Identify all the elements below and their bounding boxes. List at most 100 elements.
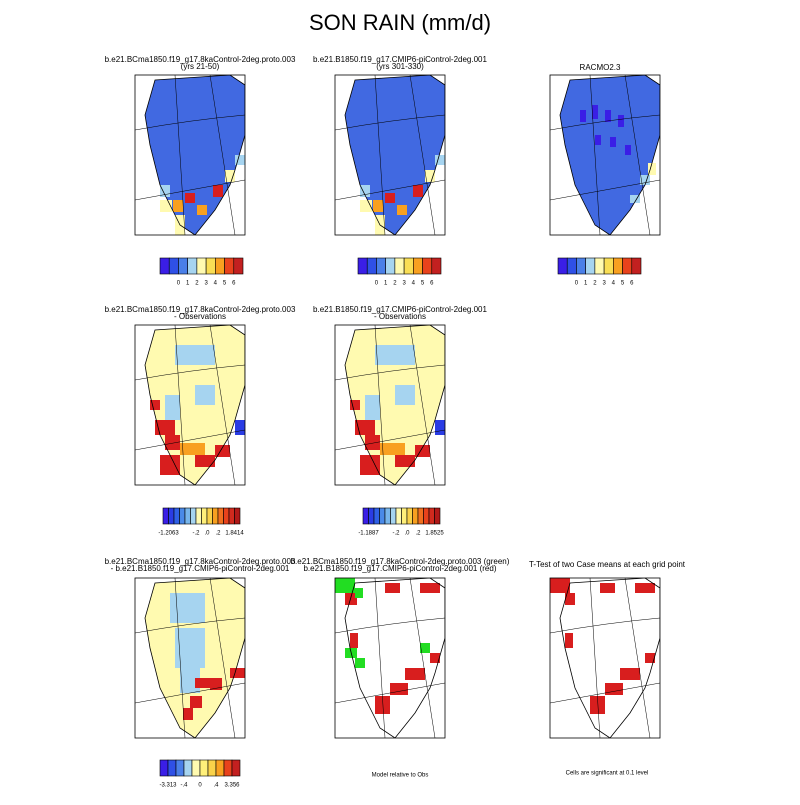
graticule (174, 578, 186, 738)
graticule (174, 75, 186, 235)
grid-cell (225, 170, 235, 182)
colorbar-box (195, 507, 202, 525)
colorbar-box (585, 257, 596, 275)
colorbar-label: 3.356 (224, 783, 240, 789)
grid-cell (235, 155, 245, 165)
graticule (135, 179, 245, 201)
graticule (335, 179, 445, 201)
map (135, 325, 245, 485)
colorbar-box (413, 257, 423, 275)
colorbar-box (191, 759, 201, 777)
coastline (344, 75, 445, 235)
colorbar-label: 0 (177, 281, 181, 287)
grid-cell (605, 110, 611, 122)
colorbar-label: -1.2063 (158, 531, 179, 537)
grid-cell (640, 175, 650, 185)
grid-cell (365, 395, 380, 420)
map-frame (134, 577, 246, 739)
grid-cell (380, 443, 405, 455)
grid-cell (565, 593, 575, 605)
grid-cell (385, 583, 400, 593)
grid-cell (390, 683, 408, 695)
colorbar-box (187, 257, 198, 275)
grid-cell (605, 683, 623, 695)
grid-cell (420, 583, 440, 593)
colorbar-box (190, 507, 197, 525)
colorbar-box (357, 257, 368, 275)
grid-cell (180, 443, 205, 455)
map (135, 578, 245, 738)
colorbar-label: 6 (430, 281, 434, 287)
colorbar-box (231, 759, 241, 777)
colorbar-box (199, 759, 209, 777)
figure-title: SON RAIN (mm/d) (309, 10, 491, 35)
graticule (209, 325, 236, 485)
map-frame (549, 74, 661, 236)
colorbar-label: 0 (198, 783, 202, 789)
grid-cell (630, 195, 640, 203)
colorbar-label: 0 (375, 281, 379, 287)
map-frame (134, 74, 246, 236)
coastline (144, 75, 245, 235)
map (335, 325, 445, 485)
colorbar-label: 0 (575, 281, 579, 287)
grid-cell (618, 115, 624, 127)
graticule (135, 617, 245, 634)
colorbar-label: -3.313 (159, 783, 177, 789)
colorbar-label: 4 (214, 281, 218, 287)
graticule (135, 682, 245, 704)
colorbar-box (423, 507, 430, 525)
map-frame (334, 74, 446, 236)
colorbar-box (224, 257, 235, 275)
map (550, 578, 660, 738)
grid-cell (385, 193, 395, 203)
colorbar-box (422, 257, 433, 275)
panel-title: - Observations (174, 312, 226, 321)
coastline (559, 578, 660, 738)
colorbar-box (406, 507, 413, 525)
colorbar-box (228, 507, 235, 525)
colorbar-label: 5 (421, 281, 425, 287)
colorbar-box (362, 507, 369, 525)
colorbar-box (376, 257, 386, 275)
panel-title: b.e21.BCma1850.f19_g17.8kaControl-2deg.p… (105, 305, 296, 314)
grid-cell (397, 205, 407, 215)
grid-cell (350, 400, 360, 410)
colorbar-box (175, 759, 185, 777)
map (550, 75, 660, 235)
colorbar-label: 6 (232, 281, 236, 287)
graticule (135, 364, 245, 381)
colorbar-box (566, 257, 577, 275)
colorbar-box (394, 257, 405, 275)
grid-cell (610, 137, 616, 147)
panel-title: b.e21.BCma1850.f19_g17.8kaControl-2deg.p… (291, 557, 510, 566)
colorbar-label: 5 (621, 281, 625, 287)
grid-cell (413, 185, 423, 197)
colorbar-label: 2 (195, 281, 199, 287)
grid-cell (425, 170, 435, 182)
grid-cell (175, 345, 215, 365)
colorbar-label: 4 (412, 281, 416, 287)
colorbar-box (223, 759, 233, 777)
graticule (335, 682, 445, 704)
grid-cell (375, 345, 415, 365)
colorbar-box (368, 507, 375, 525)
colorbar-box (379, 507, 386, 525)
colorbar-box (201, 507, 208, 525)
map (135, 75, 245, 235)
colorbar-label: 3 (602, 281, 606, 287)
graticule (374, 578, 386, 738)
colorbar-box (206, 507, 213, 525)
colorbar-label: 1 (186, 281, 190, 287)
colorbar-box (184, 507, 191, 525)
grid-cell (430, 653, 440, 663)
panel-note: Cells are significant at 0.1 level (566, 771, 649, 777)
grid-cell (335, 578, 355, 593)
graticule (550, 114, 660, 131)
grid-cell (155, 420, 175, 435)
colorbar-box (215, 257, 225, 275)
colorbar-box (557, 257, 568, 275)
grid-cell (183, 708, 193, 720)
colorbar-label: -1.1887 (358, 531, 379, 537)
colorbar-label: 1.8414 (225, 531, 244, 537)
